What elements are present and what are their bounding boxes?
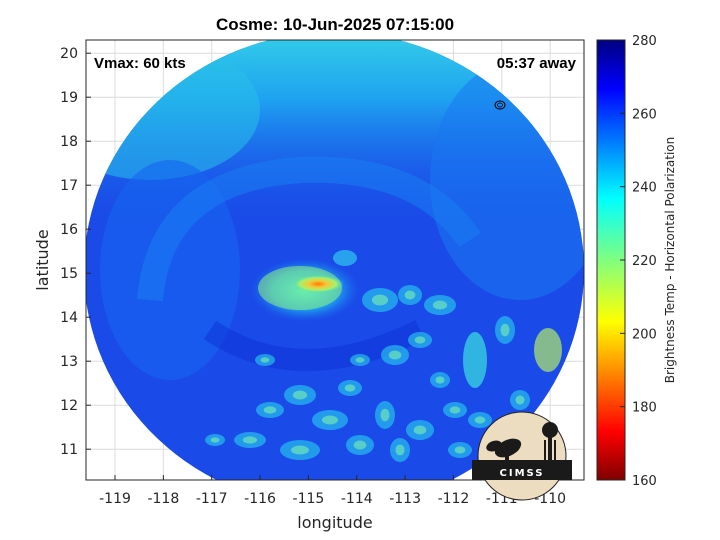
convective-core [515,395,525,405]
y-axis-label: latitude [33,229,52,290]
map-title: Cosme: 10-Jun-2025 07:15:00 [216,15,454,34]
x-tick-label: -114 [341,491,373,507]
convective-core [395,444,405,456]
x-tick-label: -116 [244,491,276,507]
colorbar-tick-label: 260 [632,107,657,122]
colorbar-tick-label: 200 [632,327,657,342]
convective-core [292,390,308,400]
x-tick-label: -113 [389,491,421,507]
y-tick-label: 20 [60,46,78,62]
x-tick-label: -112 [438,491,470,507]
colorbar-tick-label: 160 [632,474,657,489]
x-tick-label: -119 [99,491,131,507]
y-tick-label: 18 [60,134,78,150]
convective-core [435,376,445,384]
convective-core [371,294,389,306]
y-tick-label: 15 [60,266,78,282]
colorbar-ticks: 160 180 200 220 240 260 280 [620,34,657,489]
y-tick-label: 19 [60,90,78,106]
convective-core [474,416,486,424]
colorbar-tick-label: 220 [632,254,657,269]
cimss-logo: CIMSS [472,411,572,501]
convective-core [344,384,356,392]
convective-core [260,357,270,363]
logo-text: CIMSS [500,468,545,479]
colorbar-tick-label: 280 [632,34,657,49]
convective-core [500,323,510,337]
y-tick-label: 14 [60,310,78,326]
y-tick-label: 17 [60,178,78,194]
convective-core [454,446,466,454]
y-tick-label: 12 [60,398,78,414]
convective-core [263,406,277,414]
convective-core [388,350,402,360]
colorbar-tick-label: 180 [632,401,657,416]
convective-core [242,436,258,444]
x-tick-label: -117 [196,491,228,507]
time-away-label: 05:37 away [497,55,577,72]
island-marker [494,100,506,110]
convective-core [413,425,427,435]
axes-frame [85,39,585,481]
x-tick-label: -118 [147,491,179,507]
x-tick-label: -115 [293,491,325,507]
x-axis-label: longitude [297,513,372,532]
convective-core [210,437,220,443]
convective-core [355,357,365,363]
convective-core [414,336,426,344]
convective-core [291,445,309,455]
colorbar-tick-label: 240 [632,181,657,196]
convective-core [449,406,461,414]
convective-core [380,408,390,422]
convective-core [404,290,416,300]
convective-core [432,300,448,310]
y-axis-ticks: 11 12 13 14 15 16 17 18 19 20 [60,46,91,458]
y-tick-label: 13 [60,354,78,370]
colorbar-label: Brightness Temp - Horizontal Polarizatio… [663,137,677,384]
y-tick-label: 16 [60,222,78,238]
convective-core [353,440,367,450]
vmax-label: Vmax: 60 kts [94,55,186,72]
convective-core [321,415,339,425]
colorbar: 160 180 200 220 240 260 280 Brightness Temp - … [596,34,677,489]
x-axis-ticks: -119 -118 -117 -116 -115 -114 -113 -112 -111 -110 [99,475,566,507]
y-tick-label: 11 [60,442,78,458]
